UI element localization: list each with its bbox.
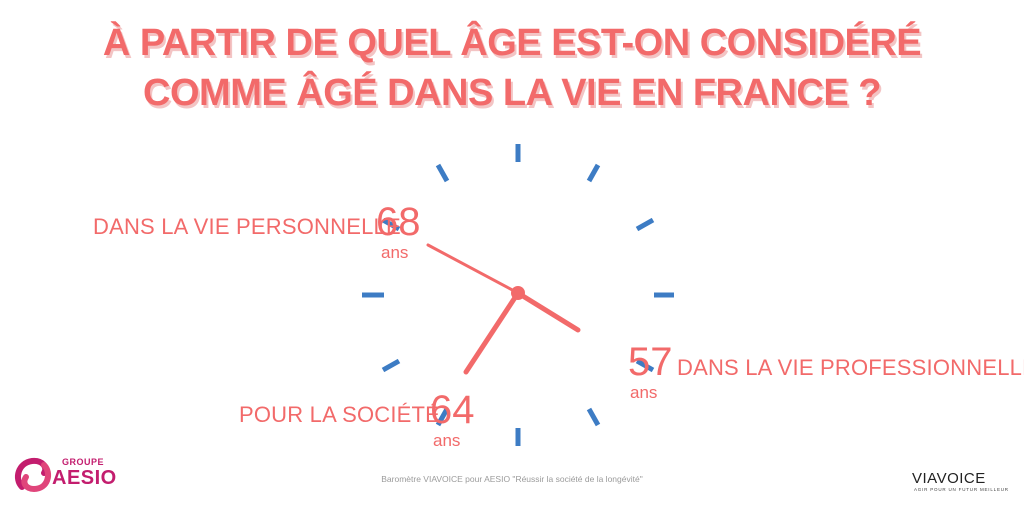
aesio-brand-text: AESIO	[52, 467, 117, 489]
clock-tick-11	[435, 163, 450, 183]
clock-tick-8	[381, 358, 401, 373]
title-line-2: COMME ÂGÉ DANS LA VIE EN FRANCE ?	[143, 72, 881, 114]
title-line-1: À PARTIR DE QUEL ÂGE EST-ON CONSIDÉRÉ	[102, 22, 922, 64]
viavoice-tagline: AGIR POUR UN FUTUR MEILLEUR	[914, 487, 1009, 492]
unit-personal: ans	[381, 243, 409, 262]
clock-ticks	[362, 144, 674, 446]
clock-hand-professional	[515, 290, 581, 333]
aesio-logo: GROUPE AESIO	[14, 455, 134, 495]
clock-tick-10	[381, 217, 401, 232]
clock-center	[511, 286, 525, 300]
source-footer: Baromètre VIAVOICE pour AESIO "Réussir l…	[381, 474, 643, 484]
clock-tick-2	[635, 217, 655, 232]
label-society: POUR LA SOCIÉTÉ	[239, 402, 441, 427]
clock-tick-1	[586, 163, 601, 183]
label-personal: DANS LA VIE PERSONNELLE	[93, 214, 401, 239]
clock-hands	[426, 243, 581, 375]
value-personal: 68	[376, 200, 421, 244]
aesio-groupe-text: GROUPE	[62, 457, 105, 467]
clock-hand-society	[463, 290, 521, 375]
unit-society: ans	[433, 431, 461, 450]
page-title: À PARTIR DE QUEL ÂGE EST-ON CONSIDÉRÉ CO…	[0, 18, 1024, 118]
aesio-logo-mark-icon	[14, 457, 52, 493]
label-professional: DANS LA VIE PROFESSIONNELLE	[677, 355, 1024, 380]
clock-tick-4	[635, 358, 655, 373]
value-professional: 57	[628, 340, 673, 384]
unit-professional: ans	[630, 383, 658, 402]
viavoice-logo: VIAVOICE AGIR POUR UN FUTUR MEILLEUR	[912, 470, 1012, 496]
viavoice-brand-text: VIAVOICE	[912, 470, 986, 487]
clock-tick-5	[586, 407, 601, 427]
clock-hand-personal	[426, 243, 520, 295]
clock-tick-7	[435, 407, 450, 427]
value-society: 64	[430, 388, 475, 432]
